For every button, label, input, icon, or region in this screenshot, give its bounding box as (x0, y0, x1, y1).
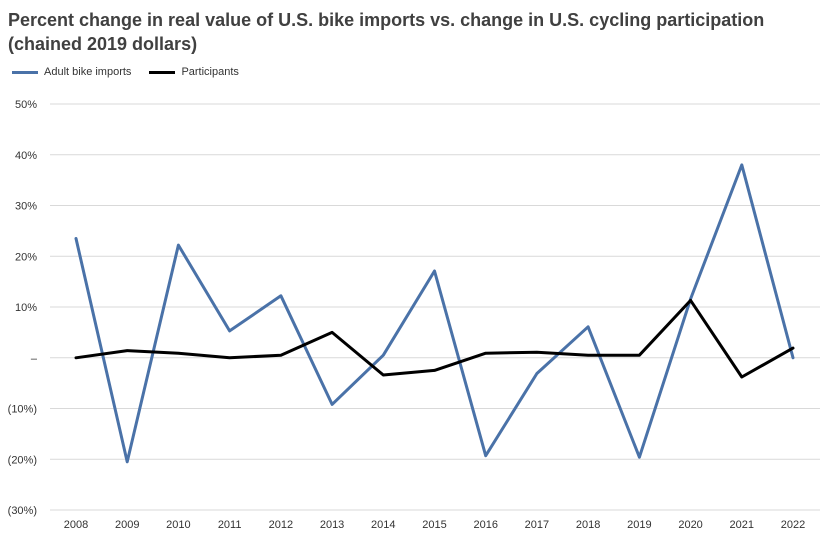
y-tick-label: 10% (15, 302, 37, 314)
y-tick-label: 20% (15, 251, 37, 263)
data-point-participants-2010 (177, 351, 180, 355)
x-tick-label: 2021 (730, 519, 754, 531)
data-point-participants-2020 (689, 299, 692, 302)
data-point-imports-2011 (228, 329, 231, 333)
data-point-participants-2015 (433, 369, 436, 372)
data-point-participants-2021 (740, 375, 743, 379)
data-point-imports-2009 (126, 460, 129, 463)
data-point-imports-2008 (74, 237, 78, 240)
x-tick-label: 2008 (64, 519, 88, 531)
data-point-imports-2014 (382, 354, 385, 357)
data-point-participants-2008 (74, 356, 78, 359)
legend-label-participants: Participants (181, 66, 239, 78)
y-tick-label: 50% (15, 99, 37, 111)
y-tick-label: (10%) (8, 404, 37, 416)
data-point-participants-2011 (228, 356, 231, 359)
x-tick-label: 2010 (166, 519, 190, 531)
x-tick-label: 2019 (627, 519, 651, 531)
data-point-imports-2021 (740, 163, 743, 167)
data-point-imports-2012 (279, 294, 283, 298)
legend-swatch-participants (149, 70, 176, 74)
x-tick-label: 2011 (218, 519, 242, 531)
data-point-imports-2013 (330, 403, 334, 406)
legend-item-participants: Participants (149, 66, 239, 78)
data-point-participants-2022 (791, 346, 795, 350)
y-tick-label: – (31, 353, 38, 365)
data-point-participants-2018 (586, 354, 590, 357)
data-point-participants-2014 (382, 373, 385, 377)
x-tick-label: 2013 (320, 519, 344, 531)
x-tick-label: 2022 (781, 519, 805, 531)
x-tick-label: 2014 (371, 519, 395, 531)
data-point-imports-2022 (791, 356, 795, 359)
y-tick-label: 30% (15, 201, 37, 213)
data-point-imports-2017 (535, 372, 539, 375)
x-tick-label: 2017 (525, 519, 549, 531)
y-tick-label: (30%) (8, 505, 37, 517)
x-tick-label: 2016 (473, 519, 497, 531)
data-point-imports-2015 (433, 269, 436, 273)
legend-swatch-imports (12, 70, 38, 74)
data-point-participants-2009 (126, 349, 129, 352)
legend-item-imports: Adult bike imports (12, 66, 131, 78)
y-tick-label: (20%) (8, 454, 37, 466)
data-point-imports-2018 (586, 325, 590, 328)
chart-title-line1: Percent change in real value of U.S. bik… (8, 10, 765, 30)
chart-title-line2: (chained 2019 dollars) (8, 34, 198, 54)
x-tick-label: 2009 (115, 519, 139, 531)
data-point-participants-2019 (638, 354, 641, 357)
data-point-imports-2019 (638, 456, 641, 459)
chart-title: Percent change in real value of U.S. bik… (8, 8, 828, 56)
data-point-participants-2017 (535, 350, 539, 354)
x-tick-label: 2018 (576, 519, 600, 531)
legend-label-imports: Adult bike imports (44, 66, 132, 78)
data-point-imports-2016 (484, 454, 487, 457)
x-tick-label: 2020 (678, 519, 702, 531)
data-point-imports-2010 (177, 243, 180, 247)
series-line-imports (74, 163, 795, 464)
data-point-participants-2012 (279, 354, 283, 357)
x-tick-label: 2012 (269, 519, 293, 531)
x-tick-label: 2015 (422, 519, 446, 531)
y-tick-label: 40% (15, 150, 37, 162)
data-point-participants-2016 (484, 351, 487, 355)
chart-legend: Adult bike imports Participants (12, 66, 239, 78)
data-point-participants-2013 (330, 331, 334, 334)
